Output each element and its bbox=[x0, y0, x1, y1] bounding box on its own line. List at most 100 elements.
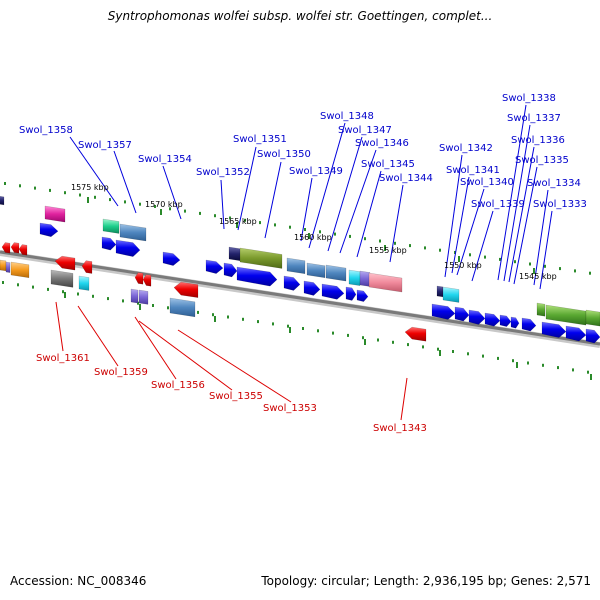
tick-mark bbox=[214, 214, 216, 218]
forward-gene bbox=[368, 272, 403, 293]
forward-gene bbox=[536, 302, 546, 317]
gene-body bbox=[303, 280, 321, 296]
tick-mark bbox=[124, 200, 126, 204]
tick-mark bbox=[542, 363, 544, 367]
gene-body bbox=[54, 255, 76, 271]
gene-label[interactable]: Swol_1349 bbox=[289, 166, 343, 177]
tick-mark bbox=[107, 297, 109, 301]
reverse-gene bbox=[142, 274, 152, 287]
gene-body bbox=[81, 260, 93, 274]
gene-label[interactable]: Swol_1348 bbox=[320, 111, 374, 122]
forward-leader-line bbox=[327, 136, 363, 252]
forward-leader-line bbox=[508, 146, 535, 283]
gene-label[interactable]: Swol_1353 bbox=[263, 403, 317, 414]
gene-body bbox=[162, 251, 181, 266]
gene-label[interactable]: Swol_1341 bbox=[446, 165, 500, 176]
gene-label[interactable]: Swol_1357 bbox=[78, 140, 132, 151]
gene-body bbox=[348, 269, 361, 286]
gene-body bbox=[138, 289, 149, 305]
gene-label[interactable]: Swol_1343 bbox=[373, 423, 427, 434]
tick-mark bbox=[257, 320, 259, 324]
tick-mark bbox=[527, 361, 529, 365]
forward-gene bbox=[119, 223, 147, 242]
gene-label[interactable]: Swol_1337 bbox=[507, 113, 561, 124]
tick-mark bbox=[169, 207, 171, 211]
tick-mark bbox=[332, 331, 334, 335]
tick-mark bbox=[242, 317, 244, 321]
tick-mark bbox=[469, 253, 471, 257]
gene-label[interactable]: Swol_1342 bbox=[439, 143, 493, 154]
tick-mark bbox=[377, 338, 379, 342]
forward-leader-line bbox=[237, 146, 257, 231]
tick-marks bbox=[2, 182, 592, 380]
tick-mark bbox=[514, 260, 516, 264]
forward-leader-line bbox=[539, 210, 553, 290]
gene-label[interactable]: Swol_1356 bbox=[151, 380, 205, 391]
gene-body bbox=[173, 281, 199, 298]
gene-label[interactable]: Swol_1346 bbox=[355, 138, 409, 149]
gene-label[interactable]: Swol_1338 bbox=[502, 93, 556, 104]
gene-label[interactable]: Swol_1345 bbox=[361, 159, 415, 170]
kbp-scale-labels: 1575 kbp 1570 kbp 1565 kbp 1560 kbp 1555… bbox=[71, 183, 557, 281]
forward-leader-line bbox=[389, 184, 404, 263]
tick-mark bbox=[122, 299, 124, 303]
gene-label[interactable]: Swol_1339 bbox=[471, 199, 525, 210]
gene-body bbox=[306, 262, 326, 279]
reverse-leader-line bbox=[400, 377, 408, 421]
forward-leader-line bbox=[220, 179, 225, 230]
gene-label[interactable]: Swol_1336 bbox=[511, 135, 565, 146]
tick-mark bbox=[422, 345, 424, 349]
gene-label[interactable]: Swol_1358 bbox=[19, 125, 73, 136]
major-tick-mark bbox=[308, 233, 310, 239]
gene-label[interactable]: Swol_1354 bbox=[138, 154, 192, 165]
gene-label[interactable]: Swol_1335 bbox=[515, 155, 569, 166]
tick-mark bbox=[212, 313, 214, 317]
tick-mark bbox=[4, 182, 6, 185]
gene-label[interactable]: Swol_1361 bbox=[36, 353, 90, 364]
tick-mark bbox=[154, 205, 156, 208]
forward-gene bbox=[283, 275, 301, 291]
forward-gene bbox=[239, 247, 283, 269]
gene-body bbox=[0, 259, 7, 272]
tick-mark bbox=[497, 356, 499, 360]
tick-mark bbox=[139, 202, 141, 206]
gene-label[interactable]: Swol_1333 bbox=[533, 199, 587, 210]
forward-gene bbox=[521, 317, 537, 332]
gene-label[interactable]: Swol_1340 bbox=[460, 177, 514, 188]
tick-mark bbox=[244, 218, 246, 222]
forward-leader-line bbox=[162, 165, 182, 220]
gene-body bbox=[454, 306, 470, 322]
major-tick-mark bbox=[87, 197, 89, 203]
gene-label[interactable]: Swol_1344 bbox=[379, 173, 433, 184]
gene-label[interactable]: Swol_1347 bbox=[338, 125, 392, 136]
gene-label[interactable]: Swol_1351 bbox=[233, 134, 287, 145]
gene-label[interactable]: Swol_1334 bbox=[527, 178, 581, 189]
reverse-gene bbox=[5, 261, 11, 273]
gene-body bbox=[130, 288, 139, 304]
gene-label[interactable]: Swol_1355 bbox=[209, 391, 263, 402]
forward-gene bbox=[510, 316, 520, 329]
major-tick-mark bbox=[139, 304, 141, 310]
reverse-leader-line bbox=[77, 305, 119, 367]
topology-value: circular bbox=[321, 574, 366, 588]
genome-summary: Topology: circular; Length: 2,936,195 bp… bbox=[261, 574, 591, 588]
gene-label[interactable]: Swol_1350 bbox=[257, 149, 311, 160]
gene-body bbox=[134, 272, 144, 285]
tick-mark bbox=[409, 244, 411, 248]
tick-mark bbox=[137, 301, 139, 305]
forward-gene bbox=[236, 266, 278, 287]
length-value: 2,936,195 bp bbox=[422, 574, 503, 588]
tick-mark bbox=[259, 221, 261, 225]
tick-mark bbox=[379, 239, 381, 243]
genes-label: Genes: bbox=[510, 574, 553, 588]
gene-label[interactable]: Swol_1359 bbox=[94, 367, 148, 378]
gene-label[interactable]: Swol_1352 bbox=[196, 167, 250, 178]
forward-gene bbox=[101, 236, 117, 251]
tick-mark bbox=[49, 188, 51, 192]
tick-mark bbox=[572, 368, 574, 372]
forward-leader-line bbox=[533, 189, 549, 286]
forward-leader-line bbox=[471, 210, 494, 282]
tick-mark bbox=[499, 257, 501, 261]
forward-gene-labels: Swol_1358 Swol_1357 Swol_1354 Swol_1352 … bbox=[19, 93, 587, 210]
